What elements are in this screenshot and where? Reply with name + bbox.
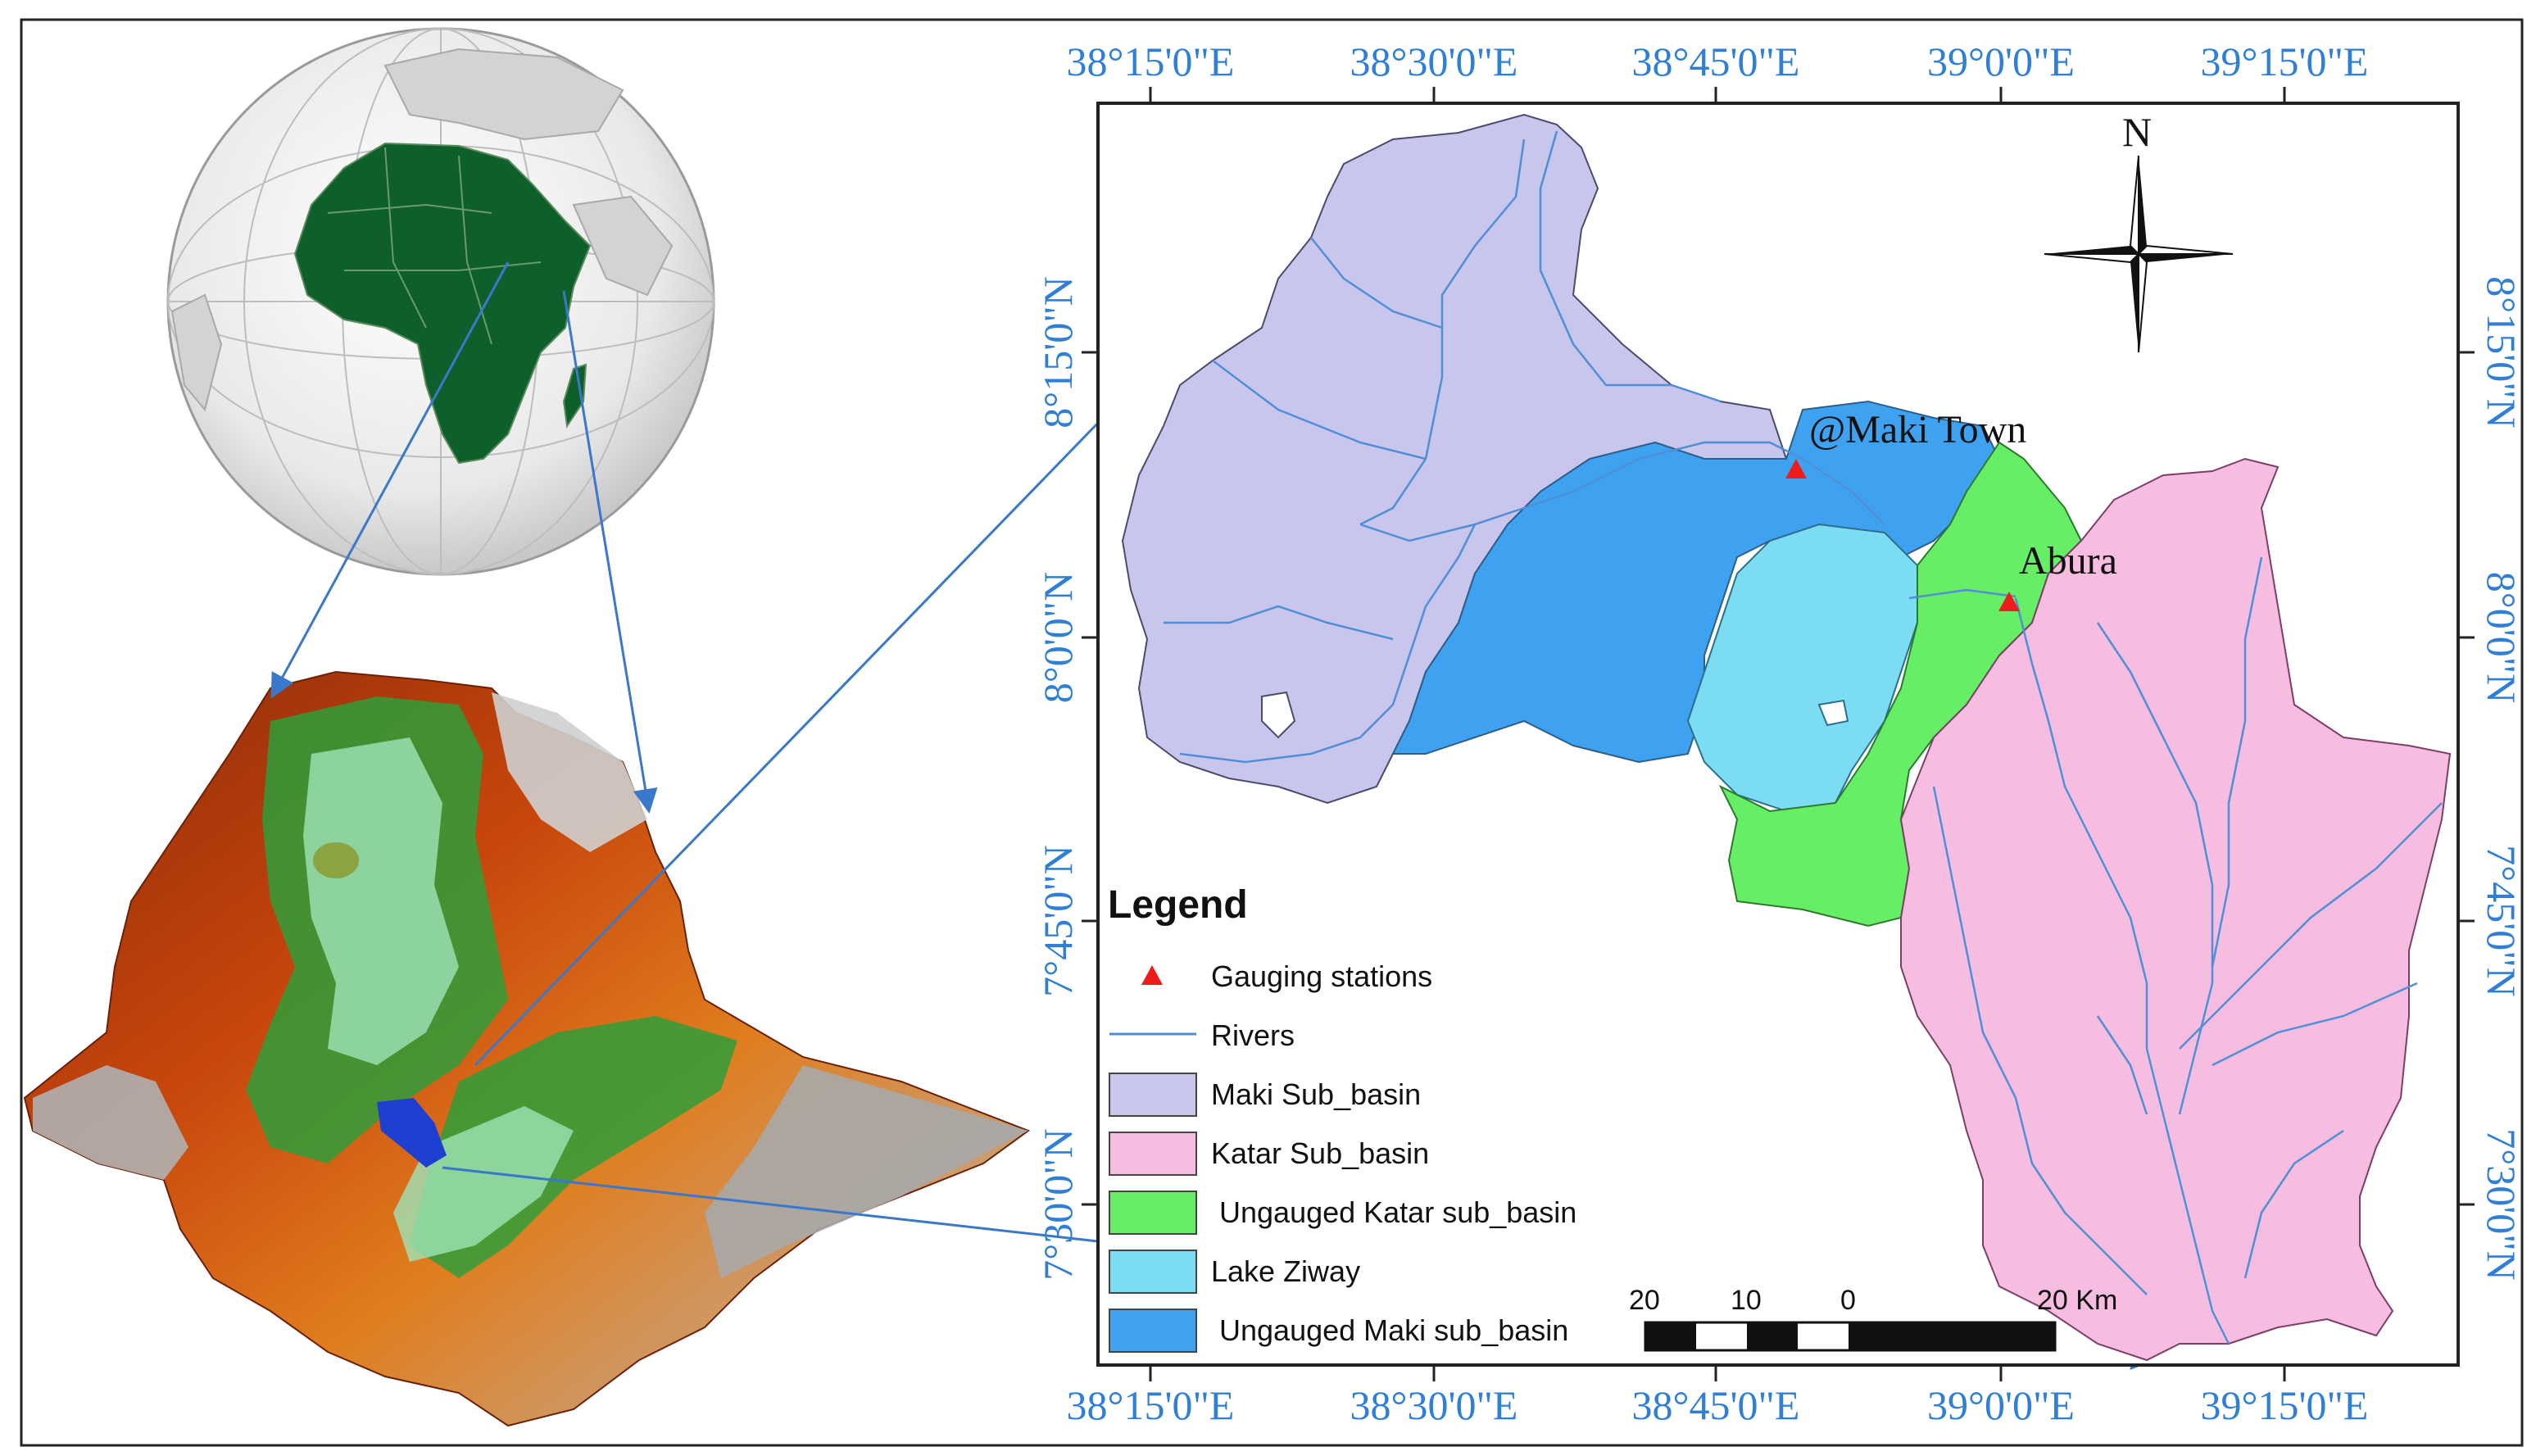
- top-lon-2: 38°30'0"E: [1350, 39, 1518, 84]
- left-lat-1: 8°15'0"N: [1035, 276, 1081, 429]
- madagascar-landmass: [562, 363, 587, 429]
- ungauged-maki-sub-basin: [1391, 400, 2001, 764]
- bottom-lon-2: 38°30'0"E: [1350, 1382, 1518, 1428]
- study-area-highlight: [377, 1098, 447, 1168]
- top-lon-4: 39°0'0"E: [1927, 39, 2075, 84]
- legend-label-rivers: Rivers: [1211, 1018, 1295, 1052]
- legend-swatch-ungauged-katar: [1109, 1191, 1197, 1235]
- legend-label-gauging-stations: Gauging stations: [1211, 959, 1432, 993]
- right-latitude-labels: 8°15'0"N 8°0'0"N 7°45'0"N 7°30'0"N: [2479, 276, 2525, 1281]
- legend-title: Legend: [1108, 883, 1248, 927]
- north-arrow: N: [2044, 109, 2234, 353]
- scale-label-20-left: 20: [1629, 1285, 1660, 1316]
- station-label-abura: Abura: [2019, 539, 2117, 583]
- station-marker-maki-town: [1785, 459, 1807, 479]
- africa-landmass: [293, 142, 592, 465]
- legend-label-ungauged-maki: Ungauged Maki sub_basin: [1219, 1313, 1568, 1347]
- station-marker-abura: [1998, 592, 2020, 611]
- right-lat-3: 7°45'0"N: [2479, 845, 2525, 997]
- north-arrow-label: N: [2122, 109, 2152, 155]
- europe-landmass: [383, 48, 624, 141]
- left-lat-2: 8°0'0"N: [1035, 572, 1081, 704]
- legend-label-ungauged-katar: Ungauged Katar sub_basin: [1219, 1195, 1576, 1229]
- legend-label-katar: Katar Sub_basin: [1211, 1136, 1429, 1170]
- legend: Legend Gauging stations Rivers Maki Sub_…: [1108, 883, 1576, 1353]
- bottom-longitude-labels: 38°15'0"E 38°30'0"E 38°45'0"E 39°0'0"E 3…: [1067, 1382, 2369, 1428]
- ethiopia-dem-inset: [23, 670, 1031, 1427]
- arrow-globe-to-ethiopia-east: [562, 290, 658, 814]
- bottom-lon-3: 38°45'0"E: [1632, 1382, 1800, 1428]
- arrow-globe-to-ethiopia: [270, 261, 510, 699]
- left-lat-4: 7°30'0"N: [1035, 1128, 1081, 1281]
- top-lon-1: 38°15'0"E: [1067, 39, 1235, 84]
- scale-label-20-right: 20 Km: [2037, 1285, 2117, 1316]
- lake-ziway-island: [1817, 699, 1849, 727]
- legend-label-lake-ziway: Lake Ziway: [1211, 1254, 1360, 1288]
- maki-lake-islet: [1261, 691, 1296, 739]
- arabia-landmass: [572, 195, 674, 297]
- right-lat-1: 8°15'0"N: [2479, 276, 2525, 429]
- legend-label-maki: Maki Sub_basin: [1211, 1077, 1421, 1111]
- eastern-lowland: [705, 1065, 1028, 1278]
- scale-label-0: 0: [1840, 1285, 1856, 1316]
- main-map: @Maki Town Abura N 20 10 0 20 Km: [1082, 87, 2475, 1381]
- rivers: [1164, 130, 2443, 1345]
- bottom-lon-1: 38°15'0"E: [1067, 1382, 1235, 1428]
- scale-label-10: 10: [1731, 1285, 1762, 1316]
- bottom-lon-5: 39°15'0"E: [2201, 1382, 2369, 1428]
- south-america-landmass: [170, 293, 223, 412]
- scale-bar: 20 10 0 20 Km: [1629, 1285, 2117, 1352]
- station-label-maki-town: @Maki Town: [1809, 408, 2026, 451]
- bottom-lon-4: 39°0'0"E: [1927, 1382, 2075, 1428]
- top-lon-3: 38°45'0"E: [1632, 39, 1800, 84]
- left-lat-3: 7°45'0"N: [1035, 845, 1081, 997]
- northwest-highlands-light: [303, 737, 459, 1065]
- top-lon-5: 39°15'0"E: [2201, 39, 2369, 84]
- legend-symbol-gauging-stations: [1141, 965, 1163, 985]
- top-longitude-labels: 38°15'0"E 38°30'0"E 38°45'0"E 39°0'0"E 3…: [1067, 39, 2369, 84]
- afar-lowland: [492, 692, 647, 852]
- map-ticks: [1082, 87, 2475, 1381]
- western-lowland: [33, 1065, 188, 1180]
- legend-swatch-katar: [1109, 1132, 1197, 1176]
- legend-swatch-maki: [1109, 1073, 1197, 1117]
- right-lat-4: 7°30'0"N: [2479, 1128, 2525, 1281]
- left-latitude-labels: 8°15'0"N 8°0'0"N 7°45'0"N 7°30'0"N: [1035, 276, 1081, 1281]
- right-lat-2: 8°0'0"N: [2479, 572, 2525, 704]
- figure-frame: [20, 18, 2524, 1447]
- legend-swatch-ungauged-maki: [1109, 1309, 1197, 1353]
- lake-tana: [313, 842, 359, 878]
- legend-swatch-lake-ziway: [1109, 1250, 1197, 1294]
- africa-borders: [327, 147, 542, 345]
- globe-inset: [166, 27, 715, 576]
